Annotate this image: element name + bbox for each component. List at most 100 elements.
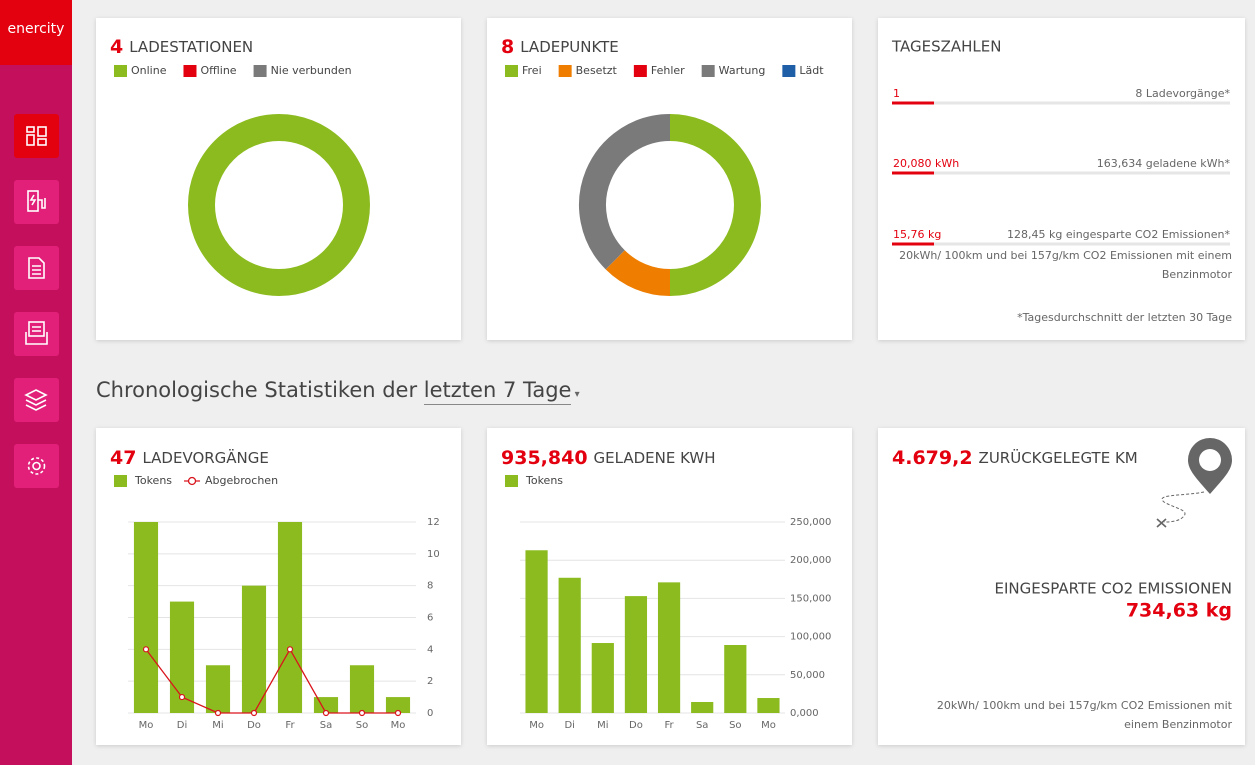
bar [591, 643, 614, 713]
y-tick-label: 6 [427, 613, 433, 624]
legend-swatch [183, 65, 197, 77]
bar [349, 665, 375, 713]
legend-label: Fehler [651, 64, 685, 77]
x-tick-label: Di [564, 720, 574, 731]
donut-slice [188, 114, 370, 296]
line-point [178, 693, 186, 701]
x-tick-label: Di [177, 720, 187, 731]
daily-footnote: *Tagesdurchschnitt der letzten 30 Tage [1017, 311, 1232, 324]
y-tick-label: 250,000 [790, 517, 831, 528]
y-tick-label: 8 [427, 581, 433, 592]
bar [277, 522, 303, 713]
y-tick-label: 10 [427, 549, 440, 560]
line-point [250, 709, 258, 717]
x-tick-label: Mi [597, 720, 608, 731]
brand: enercity [8, 21, 65, 37]
daily-note: 20kWh/ 100km und bei 157g/km CO2 Emissio… [899, 249, 1232, 281]
line-point [142, 646, 150, 653]
logo-box [0, 0, 72, 65]
title: GELADENE KWH [594, 449, 716, 467]
card-title: TAGESZAHLEN [891, 38, 1002, 56]
legend-label: Offline [200, 64, 236, 77]
nav-dashboard[interactable] [14, 114, 59, 158]
count: 4.679,2 [892, 447, 973, 469]
bar [385, 697, 411, 713]
x-tick-label: So [729, 720, 741, 731]
x-tick-label: Fr [285, 720, 295, 731]
legend-label: Lädt [799, 64, 824, 77]
legend-label: Besetzt [576, 64, 618, 77]
x-tick-label: Mi [212, 720, 223, 731]
co2-value: 734,63 kg [1126, 600, 1232, 622]
route-icon [1156, 438, 1232, 528]
nav-stations[interactable] [14, 180, 59, 224]
legend-swatch [114, 65, 127, 77]
card-distance [878, 428, 1245, 745]
donut-slice [669, 114, 761, 296]
y-tick-label: 100,000 [790, 632, 831, 643]
bar [558, 577, 581, 713]
legend-label: Online [131, 64, 167, 77]
y-tick-label: 0,000 [790, 708, 819, 719]
line-point [358, 709, 366, 717]
title: LADESTATIONEN [129, 38, 253, 56]
legend-swatch [253, 65, 267, 77]
nav-settings[interactable] [14, 444, 59, 488]
legend-label: Tokens [134, 474, 172, 487]
x-tick-label: Mo [529, 720, 544, 731]
x-tick-label: So [356, 720, 368, 731]
dropdown-caret: ▾ [571, 389, 580, 400]
nav-invoices[interactable] [14, 312, 59, 356]
legend-swatch [558, 65, 572, 77]
legend-label: Frei [522, 64, 542, 77]
legend-swatch [505, 65, 518, 77]
y-tick-label: 4 [427, 644, 433, 655]
daily-value: 20,080 kWh [893, 157, 959, 170]
line [145, 648, 398, 714]
y-tick-label: 0 [427, 708, 433, 719]
legend-swatch [114, 475, 127, 487]
daily-value: 15,76 kg [893, 228, 941, 241]
x-tick-label: Mo [761, 720, 776, 731]
title: LADEVORGÄNGE [142, 448, 268, 467]
bar [757, 698, 780, 713]
donut-slice [579, 114, 671, 270]
x-tick-label: Do [247, 720, 261, 731]
y-tick-label: 12 [427, 517, 440, 528]
bar [133, 522, 159, 713]
title: ZURÜCKGELEGTE KM [979, 448, 1138, 467]
bar [525, 550, 548, 713]
daily-label: 163,634 geladene kWh* [1097, 157, 1231, 170]
legend-label: Wartung [719, 64, 766, 77]
card-daily [878, 18, 1245, 340]
legend-swatch [782, 65, 796, 77]
bar [624, 596, 648, 713]
legend-swatch [633, 65, 647, 77]
line-point [286, 646, 294, 653]
x-tick-label: Mo [139, 720, 154, 731]
card-title: 8 LADEPUNKTE [501, 36, 619, 58]
co2-title: EINGESPARTE CO2 EMISSIONEN [995, 580, 1232, 598]
daily-value: 1 [893, 87, 900, 100]
nav-documents[interactable] [14, 246, 59, 290]
section-heading: Chronologische Statistiken der letzten 7… [96, 378, 580, 405]
bar [724, 645, 747, 713]
daily-label: 8 Ladevorgänge* [1135, 87, 1230, 100]
x-tick-label: Mo [391, 720, 406, 731]
y-tick-label: 50,000 [790, 670, 825, 681]
legend-swatch [701, 65, 715, 77]
x-tick-label: Do [629, 720, 643, 731]
nav-layers[interactable] [14, 378, 59, 422]
daily-label: 128,45 kg eingesparte CO2 Emissionen* [1007, 228, 1230, 241]
x-tick-label: Sa [320, 720, 332, 731]
y-tick-label: 2 [427, 676, 433, 687]
period-dropdown[interactable]: letzten 7 Tage [423, 378, 572, 405]
bar [657, 582, 681, 713]
distance-note: 20kWh/ 100km und bei 157g/km CO2 Emissio… [936, 699, 1232, 731]
x-tick-label: Sa [696, 720, 708, 731]
bar [241, 585, 267, 713]
y-tick-label: 200,000 [790, 555, 831, 566]
y-tick-label: 150,000 [790, 593, 831, 604]
